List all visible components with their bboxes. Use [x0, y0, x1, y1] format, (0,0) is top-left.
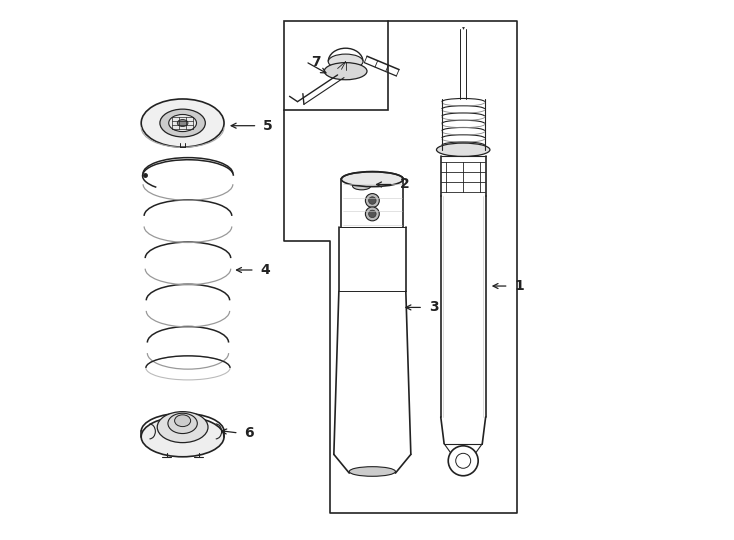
- Circle shape: [368, 197, 376, 204]
- Ellipse shape: [157, 411, 208, 443]
- Text: 3: 3: [429, 300, 439, 314]
- Ellipse shape: [175, 415, 191, 427]
- Ellipse shape: [341, 172, 404, 187]
- Text: 7: 7: [311, 55, 321, 69]
- Bar: [284, 22, 388, 110]
- Text: 2: 2: [399, 178, 410, 192]
- Circle shape: [368, 210, 376, 218]
- Text: 6: 6: [244, 426, 254, 440]
- Text: 5: 5: [264, 119, 273, 133]
- Circle shape: [366, 207, 379, 221]
- Circle shape: [358, 179, 365, 186]
- Ellipse shape: [352, 183, 371, 190]
- Ellipse shape: [141, 417, 224, 457]
- Circle shape: [366, 193, 379, 207]
- Ellipse shape: [328, 54, 363, 69]
- Ellipse shape: [141, 99, 224, 147]
- Text: 4: 4: [261, 263, 270, 277]
- Ellipse shape: [355, 177, 368, 188]
- Ellipse shape: [178, 119, 188, 126]
- Ellipse shape: [324, 63, 367, 80]
- Ellipse shape: [169, 114, 197, 132]
- Ellipse shape: [349, 467, 396, 476]
- Ellipse shape: [168, 413, 197, 434]
- Text: 1: 1: [515, 279, 524, 293]
- Ellipse shape: [437, 143, 490, 157]
- Ellipse shape: [160, 109, 206, 137]
